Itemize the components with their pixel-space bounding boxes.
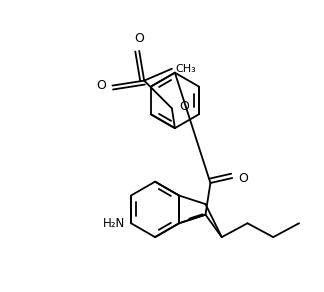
Text: H₂N: H₂N bbox=[103, 217, 125, 230]
Text: O: O bbox=[134, 32, 144, 45]
Text: O: O bbox=[238, 171, 248, 185]
Text: CH₃: CH₃ bbox=[176, 64, 197, 74]
Text: O: O bbox=[179, 100, 189, 113]
Text: O: O bbox=[97, 79, 107, 92]
